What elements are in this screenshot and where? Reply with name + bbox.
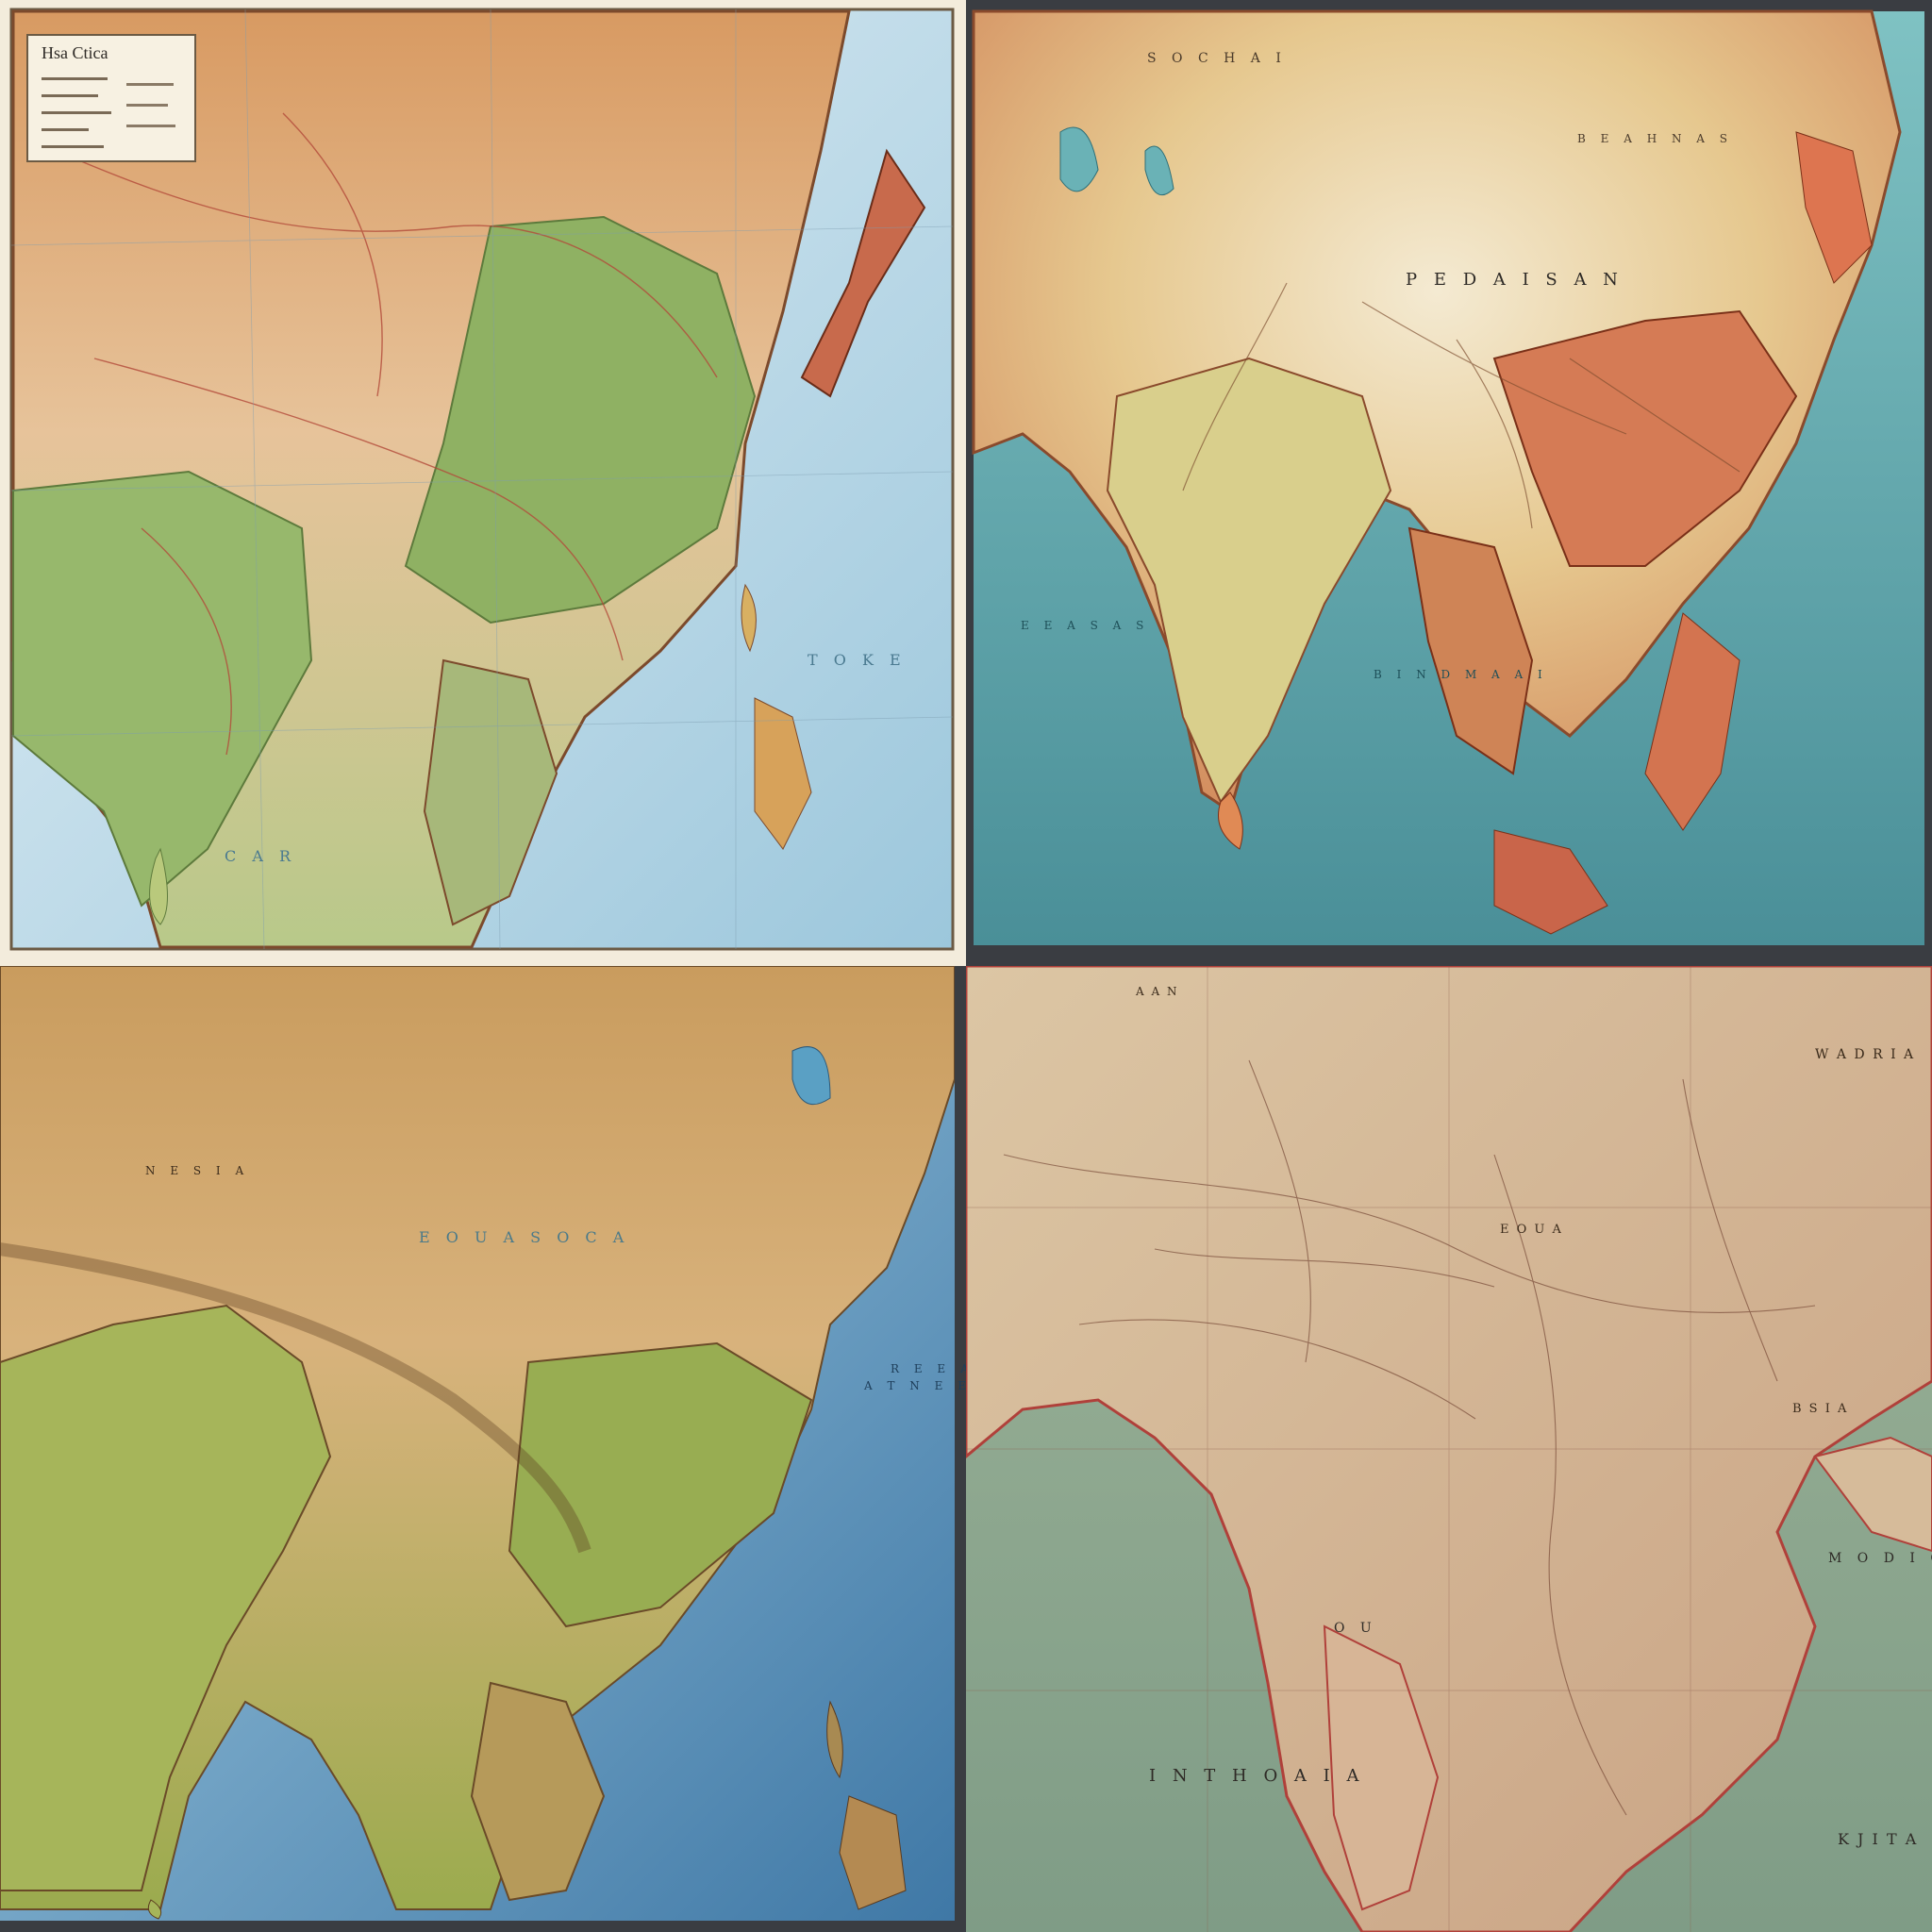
legend-line (126, 125, 175, 127)
region-label: S O C H A I (1147, 51, 1287, 66)
map-panel-bottom-left: E O U A S O C A N E S I A R E E A A T N … (0, 966, 966, 1932)
legend-line (126, 83, 174, 86)
eastern-coast (1813, 1436, 1932, 1553)
sea-label: I N T H O A I A (1149, 1766, 1365, 1786)
sri-lanka (1218, 791, 1243, 850)
borneo (1644, 612, 1740, 831)
india-peninsula (1106, 357, 1392, 805)
inland-sea (791, 1046, 831, 1106)
legend-line (42, 145, 104, 148)
philippines (839, 1795, 907, 1910)
sea-label: E E A S A S (1021, 619, 1150, 632)
taiwan (741, 583, 757, 653)
legend-title: Hsa Ctica (42, 43, 108, 62)
region-label: B S I A (1792, 1402, 1849, 1416)
region-label: B E A H N A S (1577, 132, 1733, 145)
ocean-label: T O K E (808, 651, 907, 669)
india-region (0, 1304, 332, 1891)
sea-label: M O D I O (1828, 1551, 1932, 1566)
legend-line (126, 104, 168, 107)
ocean-label: C A R (225, 847, 297, 865)
sea-label: A T N E E D A (864, 1379, 966, 1392)
green-plains (508, 1341, 813, 1628)
region-label: N E S I A (145, 1164, 250, 1177)
southeast-peninsula (423, 658, 558, 926)
region-label: E O U A S O C A (419, 1228, 630, 1246)
sumatra (1493, 829, 1608, 935)
map-legend: Hsa Ctica (26, 34, 196, 162)
right-border (955, 966, 966, 1932)
terrain-map-1 (9, 8, 955, 951)
legend-line (42, 111, 111, 114)
region-label: E O U A (1500, 1223, 1563, 1237)
mainland (966, 966, 1932, 1932)
region-label: A A N (1136, 985, 1179, 998)
terrain-map-3 (0, 966, 966, 1932)
legend-line (42, 77, 108, 80)
himalaya-ridge (0, 1242, 591, 1554)
philippines (754, 697, 812, 850)
malay-peninsula (1323, 1624, 1440, 1911)
terrain-map-2 (972, 9, 1924, 966)
bottom-border (974, 945, 1924, 966)
sea-label: B I N D M A A I (1374, 668, 1548, 681)
sri-lanka (147, 1899, 162, 1920)
southeast-peninsula (1407, 526, 1534, 775)
eastern-highlands (1492, 309, 1798, 567)
sea-label: R E E A (891, 1362, 966, 1375)
green-lowlands (404, 215, 757, 625)
map-panel-top-right: S O C H A I P E D A I S A N B E A H N A … (966, 0, 1932, 966)
india-peninsula (12, 470, 313, 908)
legend-line (42, 94, 98, 97)
terrain-map-4 (966, 966, 1932, 1932)
rivers-and-borders (56, 112, 718, 756)
legend-line (42, 128, 89, 131)
mainland (0, 966, 956, 1910)
region-label: P E D A I S A N (1406, 270, 1624, 290)
bottom-border (0, 1921, 966, 1932)
sri-lanka (149, 847, 168, 925)
southeast-peninsula (470, 1681, 606, 1902)
graticule (966, 966, 1932, 1932)
region-label: W A D R I A (1815, 1047, 1916, 1062)
map-panel-top-left: Hsa Ctica T O K E C A R (0, 0, 966, 966)
sea-label: O U (1334, 1621, 1377, 1636)
aral-lake (1144, 145, 1174, 196)
map-panel-bottom-right: I N T H O A I A W A D R I A E O U A B S … (966, 966, 1932, 1932)
japan-islands (800, 148, 926, 398)
roads-and-rivers (1003, 1059, 1816, 1816)
region-label: K J I T A (1838, 1830, 1919, 1848)
caspian-lake (1059, 126, 1099, 192)
graticule (10, 8, 954, 950)
taiwan (826, 1700, 843, 1779)
coastal-island (1795, 131, 1873, 284)
rivers (1182, 282, 1740, 529)
